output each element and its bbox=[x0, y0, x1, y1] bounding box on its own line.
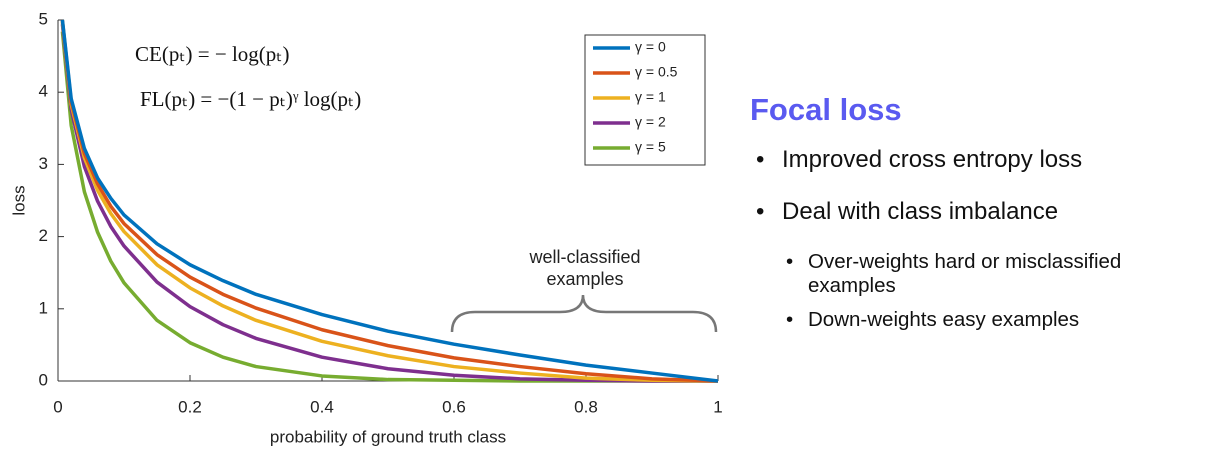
line-series bbox=[60, 19, 719, 383]
legend-label: γ = 5 bbox=[635, 139, 666, 155]
y-tick-label: 4 bbox=[39, 82, 48, 101]
y-tick-label: 1 bbox=[39, 298, 48, 317]
x-tick-label: 0.8 bbox=[574, 397, 598, 416]
annotation: well-classified examples bbox=[529, 247, 641, 289]
legend-label: γ = 0 bbox=[635, 39, 666, 55]
x-tick-label: 0.4 bbox=[310, 397, 334, 416]
x-tick-label: 0.6 bbox=[442, 397, 466, 416]
y-tick-label: 3 bbox=[39, 154, 48, 173]
bullet: Deal with class imbalance bbox=[750, 198, 1210, 226]
y-axis-label: loss bbox=[9, 185, 28, 215]
y-tick-label: 0 bbox=[39, 370, 48, 389]
formula: FL(pₜ) = −(1 − pₜ)ᵞ log(pₜ) bbox=[140, 87, 361, 111]
chart: CE(pₜ) = − log(pₜ) FL(pₜ) = −(1 − pₜ)ᵞ l… bbox=[9, 9, 722, 446]
x-tick-label: 1 bbox=[713, 397, 722, 416]
y-tick-label: 2 bbox=[39, 226, 48, 245]
legend-label: γ = 0.5 bbox=[635, 64, 678, 80]
sub-bullet: Over-weights hard or misclassified examp… bbox=[750, 250, 1138, 298]
legend-label: γ = 1 bbox=[635, 89, 666, 105]
slide-title: Focal loss bbox=[750, 92, 902, 127]
line-series bbox=[60, 20, 719, 383]
y-tick-label: 5 bbox=[39, 9, 48, 28]
x-tick-label: 0.2 bbox=[178, 397, 202, 416]
line-series bbox=[60, 24, 718, 383]
bullet: Improved cross entropy loss bbox=[750, 146, 1210, 174]
text-panel: Focal loss Improved cross entropy loss Dea… bbox=[750, 92, 1210, 342]
x-tick-label: 0 bbox=[53, 397, 62, 416]
x-axis-label: probability of ground truth class bbox=[270, 427, 506, 446]
sub-bullet: Down-weights easy examples bbox=[750, 308, 1138, 332]
brace bbox=[450, 294, 718, 333]
line-series bbox=[60, 21, 719, 383]
legend-box bbox=[584, 34, 706, 166]
formula: CE(pₜ) = − log(pₜ) bbox=[135, 42, 289, 66]
legend-label: γ = 2 bbox=[635, 114, 666, 130]
